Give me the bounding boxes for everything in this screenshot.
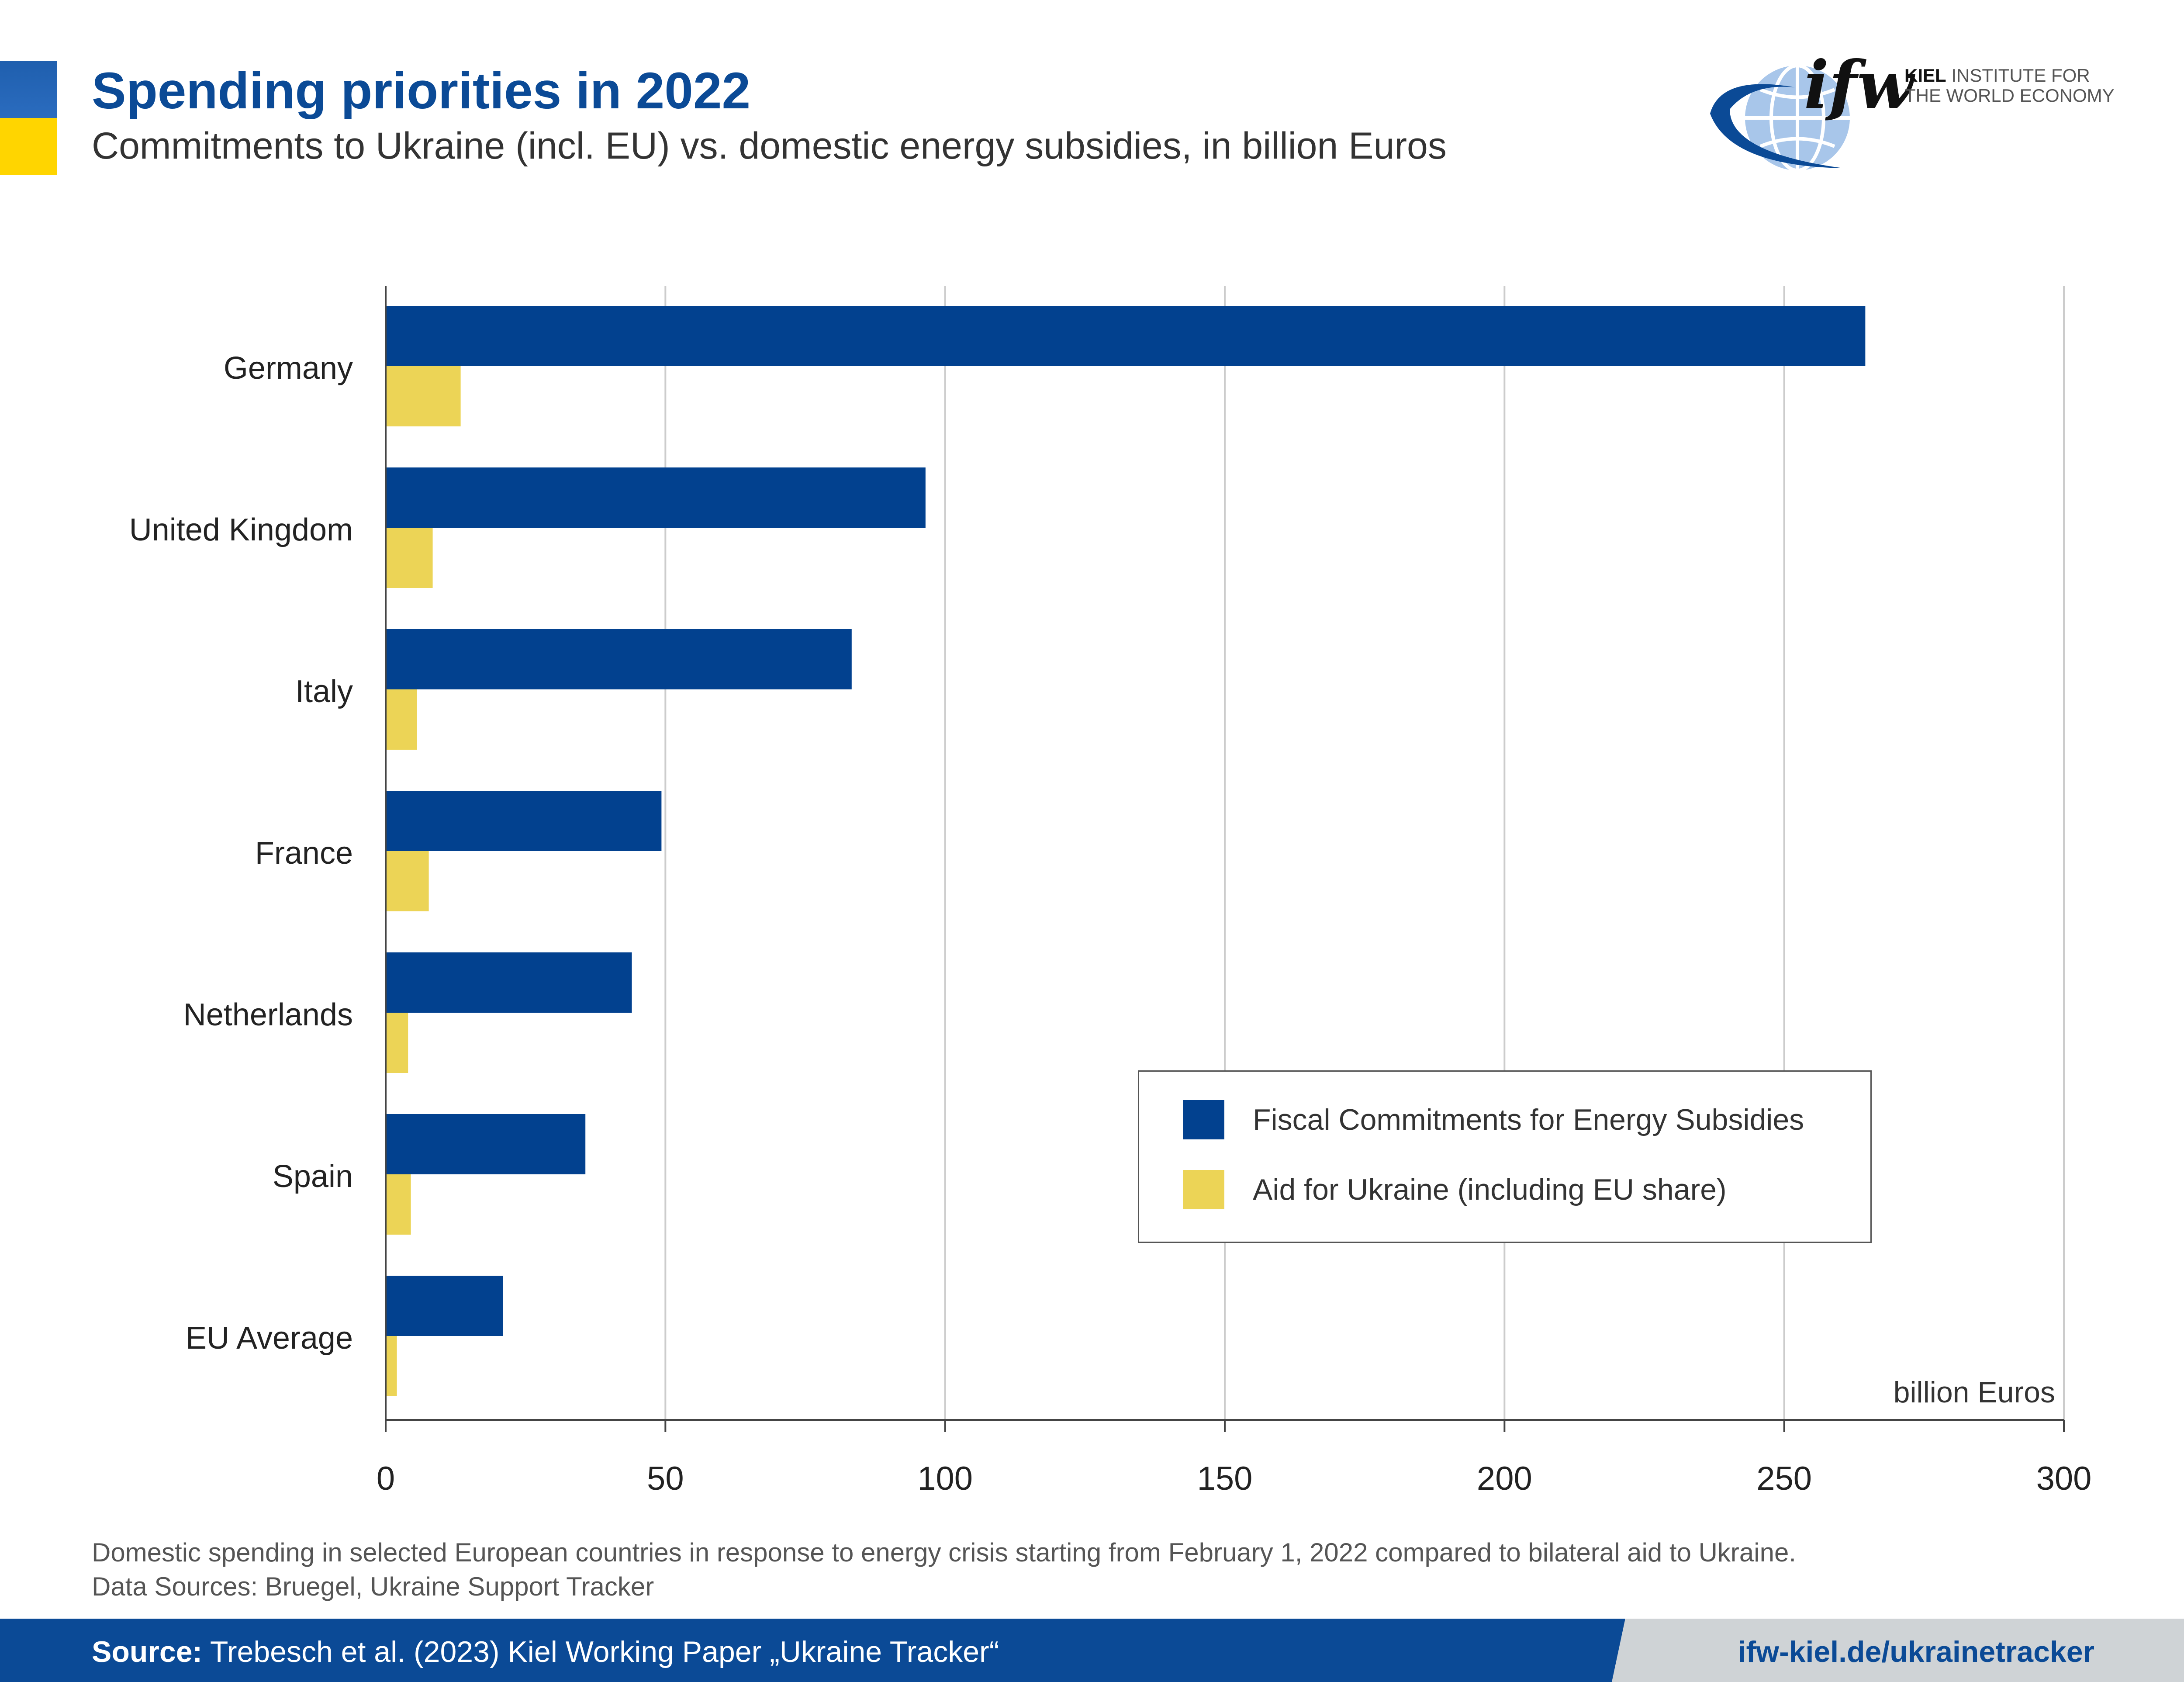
legend-label-energy: Fiscal Commitments for Energy Subsidies: [1253, 1103, 1804, 1136]
x-tick-label: 0: [377, 1460, 395, 1497]
ifw-logo: ifw KIEL INSTITUTE FOR THE WORLD ECONOMY: [1704, 47, 2115, 179]
logo-line2: THE WORLD ECONOMY: [1904, 85, 2115, 106]
x-tick-label: 150: [1197, 1460, 1253, 1497]
bar-ukraine: [386, 1013, 408, 1073]
footnote-line-2: Data Sources: Bruegel, Ukraine Support T…: [92, 1572, 654, 1601]
flag-blue-block: [0, 61, 57, 118]
footer-source: Source: Trebesch et al. (2023) Kiel Work…: [92, 1635, 999, 1669]
footnote: Domestic spending in selected European c…: [92, 1536, 1796, 1604]
legend-label-ukraine: Aid for Ukraine (including EU share): [1253, 1173, 1727, 1206]
bar-ukraine: [386, 689, 417, 750]
legend: Fiscal Commitments for Energy Subsidies …: [1138, 1070, 1872, 1243]
globe-icon: [1710, 64, 1850, 172]
legend-item-energy: Fiscal Commitments for Energy Subsidies: [1183, 1100, 1804, 1139]
chart-subtitle: Commitments to Ukraine (incl. EU) vs. do…: [92, 125, 1447, 167]
logo-line1: INSTITUTE FOR: [1946, 65, 2090, 86]
bar-ukraine: [386, 366, 461, 426]
bar-energy: [386, 467, 926, 528]
logo-kiel: KIEL: [1904, 65, 1946, 86]
logo-institute-name: KIEL INSTITUTE FOR THE WORLD ECONOMY: [1904, 66, 2115, 106]
x-axis-unit-label: billion Euros: [1894, 1376, 2055, 1409]
bar-energy: [386, 1276, 503, 1336]
bar-energy: [386, 306, 1866, 366]
bar-ukraine: [386, 851, 429, 911]
bar-ukraine: [386, 528, 433, 588]
category-label: Italy: [295, 674, 353, 709]
x-tick-label: 200: [1477, 1460, 1532, 1497]
x-tick-label: 100: [917, 1460, 973, 1497]
footnote-line-1: Domestic spending in selected European c…: [92, 1538, 1797, 1567]
category-label: Netherlands: [183, 997, 353, 1032]
x-tick-label: 300: [2036, 1460, 2092, 1497]
legend-swatch-energy: [1183, 1100, 1224, 1139]
legend-swatch-ukraine: [1183, 1170, 1224, 1209]
footer-url-link[interactable]: ifw-kiel.de/ukrainetracker: [1738, 1635, 2094, 1668]
category-label: France: [255, 836, 353, 871]
bar-energy: [386, 791, 662, 851]
bar-ukraine: [386, 1336, 397, 1396]
x-tick-label: 250: [1756, 1460, 1812, 1497]
x-tick-label: 50: [647, 1460, 684, 1497]
category-label: EU Average: [186, 1321, 353, 1356]
bar-energy: [386, 629, 852, 689]
footer-source-text: Trebesch et al. (2023) Kiel Working Pape…: [202, 1635, 999, 1668]
footer-source-label: Source:: [92, 1635, 203, 1668]
ifw-wordmark: ifw: [1804, 47, 1914, 124]
legend-item-ukraine: Aid for Ukraine (including EU share): [1183, 1170, 1727, 1209]
bar-energy: [386, 952, 632, 1013]
flag-yellow-block: [0, 118, 57, 175]
chart-title: Spending priorities in 2022: [92, 62, 751, 120]
category-label: Germany: [224, 351, 353, 386]
bar-chart: Germany United Kingdom Italy France Netherla…: [129, 286, 2092, 1497]
category-label: United Kingdom: [129, 512, 353, 547]
category-label: Spain: [273, 1159, 353, 1194]
bar-energy: [386, 1114, 586, 1174]
bar-ukraine: [386, 1174, 411, 1235]
footer-bar: [0, 1619, 1625, 1682]
